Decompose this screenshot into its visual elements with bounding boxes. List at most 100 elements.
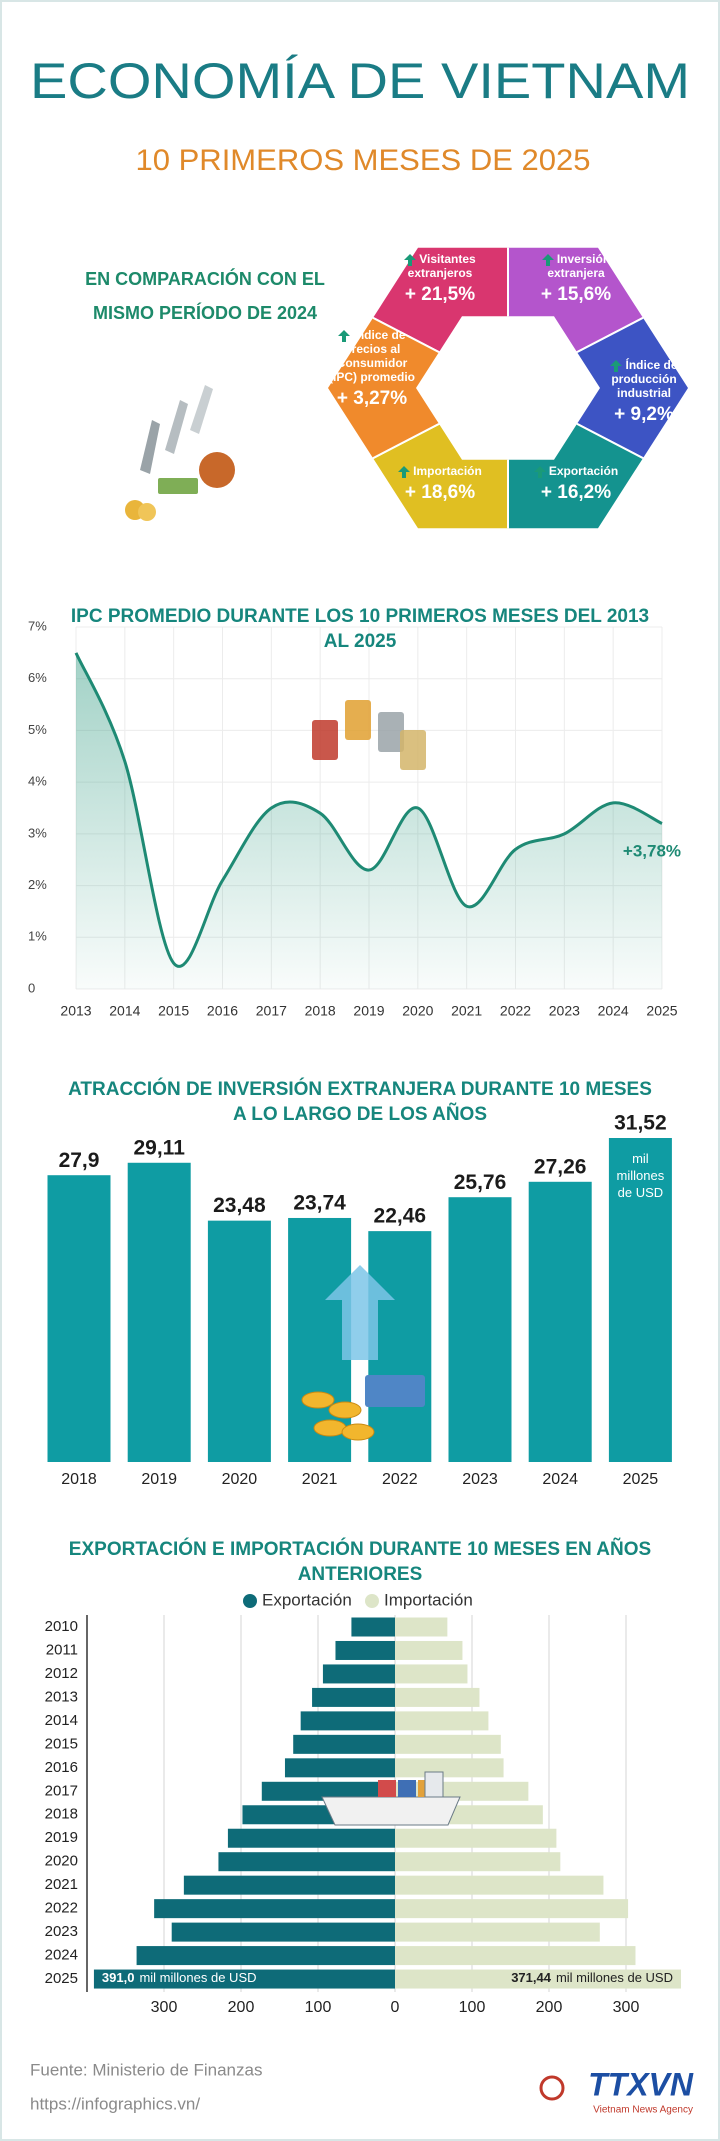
bar [300, 1711, 395, 1731]
y-tick-label: 2016 [45, 1759, 78, 1776]
value-label: 22,46 [374, 1205, 427, 1228]
y-tick-label: 2014 [45, 1712, 78, 1729]
legend-swatch [365, 1594, 379, 1608]
logo: TTXVN [588, 2066, 694, 2102]
ring-item: Inversión extranjera + 15,6% [517, 252, 635, 308]
y-tick-label: 6% [28, 670, 47, 685]
chart-title: ATRACCIÓN DE INVERSIÓN EXTRANJERA DURANT… [68, 1079, 652, 1125]
url: https://infographics.vn/ [30, 2094, 200, 2113]
legend-label: Exportación [262, 1590, 352, 1609]
x-tick-label: 300 [151, 1999, 178, 2016]
x-tick-label: 200 [228, 1999, 255, 2016]
comparison-heading: EN COMPARACIÓN CON EL MISMO PERÍODO DE 2… [85, 269, 325, 323]
ring-item-value: + 3,27% [336, 388, 408, 409]
ring-item-label: Importación [413, 464, 482, 478]
x-tick-label: 2023 [462, 1471, 498, 1488]
up-arrow [541, 253, 554, 266]
ship-container [378, 1780, 396, 1797]
y-tick-label: 7% [28, 618, 47, 633]
illustration-block [400, 730, 426, 770]
bar [395, 1640, 463, 1660]
value-label: 371,44 mil millones de USD [511, 1970, 673, 1985]
x-tick-label: 2015 [158, 1003, 189, 1019]
illustration-note [365, 1375, 425, 1407]
value-unit: mil millones de USD [556, 1970, 673, 1985]
x-tick-label: 2023 [549, 1003, 580, 1019]
value-label: 27,26 [534, 1155, 587, 1178]
bar [395, 1969, 682, 1989]
chart-title: EXPORTACIÓN E IMPORTACIÓN DURANTE 10 MES… [68, 1539, 652, 1585]
y-tick-label: 2010 [45, 1618, 78, 1635]
value-label: 31,52 [614, 1112, 667, 1135]
bar [395, 1687, 480, 1707]
bar [528, 1181, 592, 1462]
x-tick-label: 100 [305, 1999, 332, 2016]
up-arrow [533, 465, 546, 478]
y-tick-label: 2019 [45, 1829, 78, 1846]
legend-swatch [243, 1594, 257, 1608]
bar [608, 1138, 672, 1462]
ship-hull [321, 1796, 461, 1826]
y-tick-label: 2020 [45, 1853, 78, 1870]
ring-item-value: + 18,6% [404, 482, 476, 503]
y-tick-label: 0 [28, 980, 35, 995]
x-tick-label: 2020 [402, 1003, 433, 1019]
bar [47, 1175, 111, 1462]
x-tick-label: 2017 [256, 1003, 287, 1019]
logo-mark [539, 2075, 565, 2101]
illustration-block [345, 700, 371, 740]
x-tick-label: 2013 [60, 1003, 91, 1019]
illustration-coin [341, 1423, 375, 1441]
bar [395, 1946, 636, 1966]
ring-item-label: Exportación [548, 464, 619, 478]
bar [395, 1852, 561, 1872]
ship-container [398, 1780, 416, 1797]
x-tick-label: 2019 [141, 1471, 177, 1488]
ring-item: Índice de producción industrial + 9,2% [585, 358, 703, 428]
y-tick-label: 4% [28, 774, 47, 789]
illustration-coin [313, 1419, 347, 1437]
y-tick-label: 1% [28, 929, 47, 944]
up-arrow [404, 253, 417, 266]
x-tick-label: 100 [459, 1999, 486, 2016]
value-label: 23,48 [213, 1194, 266, 1217]
ring-item-value: + 21,5% [404, 283, 476, 305]
bar [395, 1664, 468, 1684]
value-number: 391,0 [102, 1970, 135, 1985]
value-label: 27,9 [59, 1149, 100, 1172]
ring-item: Exportación + 16,2% [517, 464, 635, 506]
bar [395, 1617, 448, 1637]
ship-bridge [424, 1771, 444, 1798]
y-tick-label: 2024 [45, 1947, 78, 1964]
value-number: 371,44 [511, 1970, 552, 1985]
y-tick-label: 2012 [45, 1665, 78, 1682]
x-tick-label: 2018 [61, 1471, 97, 1488]
x-tick-label: 2024 [542, 1471, 578, 1488]
ship-illustration [321, 1771, 461, 1826]
x-tick-label: 2014 [109, 1003, 140, 1019]
x-tick-label: 2022 [382, 1471, 418, 1488]
bar [312, 1687, 395, 1707]
page-title: ECONOMÍA DE VIETNAM [30, 53, 690, 109]
bar [171, 1922, 395, 1942]
y-tick-label: 3% [28, 825, 47, 840]
bar [395, 1758, 504, 1778]
ring-item-value: + 16,2% [540, 482, 612, 503]
annotation: +3,78% [623, 841, 681, 860]
x-tick-label: 200 [536, 1999, 563, 2016]
bar [136, 1946, 395, 1966]
illustration-arrow [325, 1265, 395, 1360]
x-tick-label: 2021 [451, 1003, 482, 1019]
ring-item: Índice de Precios al Consumidor (IPC) pr… [324, 328, 420, 412]
x-tick-label: 2021 [302, 1471, 338, 1488]
logo-subtitle: Vietnam News Agency [593, 2105, 693, 2116]
bar [293, 1734, 395, 1754]
ring-segment [507, 386, 688, 529]
bar [93, 1969, 396, 1989]
bar [335, 1640, 395, 1660]
bar [395, 1734, 501, 1754]
x-tick-label: 2020 [222, 1471, 258, 1488]
x-tick-label: 300 [613, 1999, 640, 2016]
chart-illustration [301, 1265, 425, 1441]
up-arrow [398, 465, 411, 478]
